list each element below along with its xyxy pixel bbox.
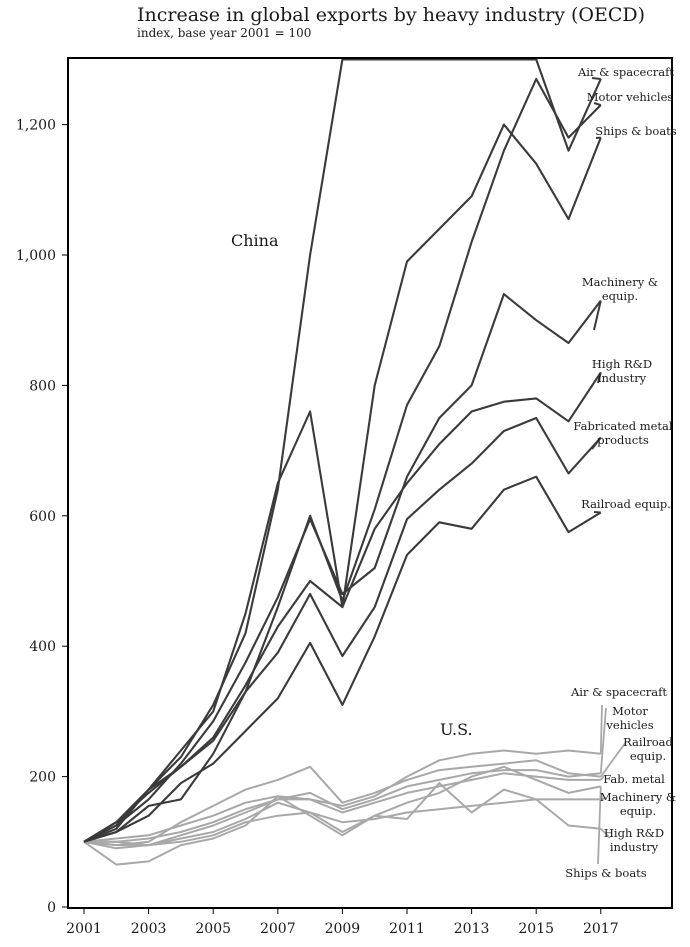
china-series-label: equip. (602, 289, 638, 303)
us-series-label: Fab. metal (603, 772, 665, 786)
x-tick-label: 2017 (583, 921, 619, 937)
china-group-label: China (231, 231, 279, 250)
china-series-label: Railroad equip. (581, 497, 671, 511)
us-series-label: equip. (630, 749, 666, 763)
us-series-line (83, 772, 601, 847)
label-leaders (591, 77, 627, 865)
china-series-label: Machinery & (582, 275, 658, 289)
x-tick-label: 2007 (260, 921, 296, 937)
x-tick-label: 2005 (195, 921, 231, 937)
us-label-leader (597, 786, 602, 865)
x-tick-label: 2013 (454, 921, 490, 937)
y-tick-label: 200 (29, 770, 56, 786)
china-series-label: Air & spacecraft (577, 65, 674, 79)
x-tick-label: 2011 (389, 921, 425, 937)
us-label-leader (599, 704, 603, 754)
x-tick-label: 2003 (131, 921, 167, 937)
china-series-line (83, 123, 602, 843)
x-tick-label: 2015 (518, 921, 554, 937)
us-series-label: High R&D (604, 826, 664, 840)
us-label-leader (600, 797, 607, 801)
y-tick-label: 0 (47, 900, 56, 916)
us-series-label: Motor (612, 704, 648, 718)
us-series-label: equip. (620, 804, 656, 818)
us-series-line (83, 759, 601, 847)
x-axis-ticks: 2001 2003 2005 2007 2009 2011 2013 2015 2017 (66, 908, 619, 937)
us-series-label: Railroad (623, 735, 673, 749)
us-series-line (83, 765, 601, 866)
china-label-leader (593, 102, 602, 106)
china-series-line (83, 293, 602, 843)
y-axis-ticks: 0 200 400 600 800 1,000 1,200 (16, 118, 68, 916)
china-series-group (83, 59, 602, 843)
china-series-line (83, 371, 602, 843)
us-series-label: Air & spacecraft (570, 685, 667, 699)
us-series-label: vehicles (605, 718, 653, 732)
us-label-leader (600, 741, 627, 778)
x-tick-label: 2009 (325, 921, 361, 937)
y-tick-label: 1,000 (16, 248, 56, 264)
y-tick-label: 400 (29, 639, 56, 655)
china-series-label: industry (598, 371, 647, 385)
series-labels: Air & spacecraft Motor vehicles Ships & bo… (565, 65, 677, 880)
y-tick-label: 600 (29, 509, 56, 525)
china-series-label: Ships & boats (595, 124, 677, 138)
chart-title: Increase in global exports by heavy indu… (137, 4, 645, 26)
us-series-group (83, 749, 601, 866)
us-series-label: Ships & boats (565, 866, 647, 880)
us-series-label: industry (610, 840, 659, 854)
china-series-label: High R&D (592, 357, 652, 371)
us-label-leader (599, 707, 607, 774)
x-tick-label: 2001 (66, 921, 102, 937)
us-series-label: Machinery & (600, 790, 676, 804)
us-group-label: U.S. (440, 720, 473, 739)
y-tick-label: 800 (29, 378, 56, 394)
china-series-label: Motor vehicles (587, 90, 674, 104)
china-series-label: products (597, 433, 649, 447)
china-label-leader (591, 77, 601, 80)
us-label-leader (600, 775, 605, 781)
china-series-line (83, 77, 602, 843)
china-series-line (83, 59, 602, 843)
us-label-leader (600, 828, 611, 839)
china-series-line (83, 475, 602, 843)
china-series-label: Fabricated metal (573, 419, 673, 433)
us-series-line (83, 782, 601, 850)
china-label-leader (593, 511, 601, 514)
china-label-leader (591, 436, 602, 450)
us-series-line (84, 798, 601, 847)
china-label-leader (597, 372, 602, 384)
y-tick-label: 1,200 (16, 118, 56, 134)
china-label-leader (593, 300, 602, 331)
chart-subtitle: index, base year 2001 = 100 (137, 26, 311, 40)
china-series-line (83, 416, 602, 843)
plot-frame (67, 57, 673, 909)
